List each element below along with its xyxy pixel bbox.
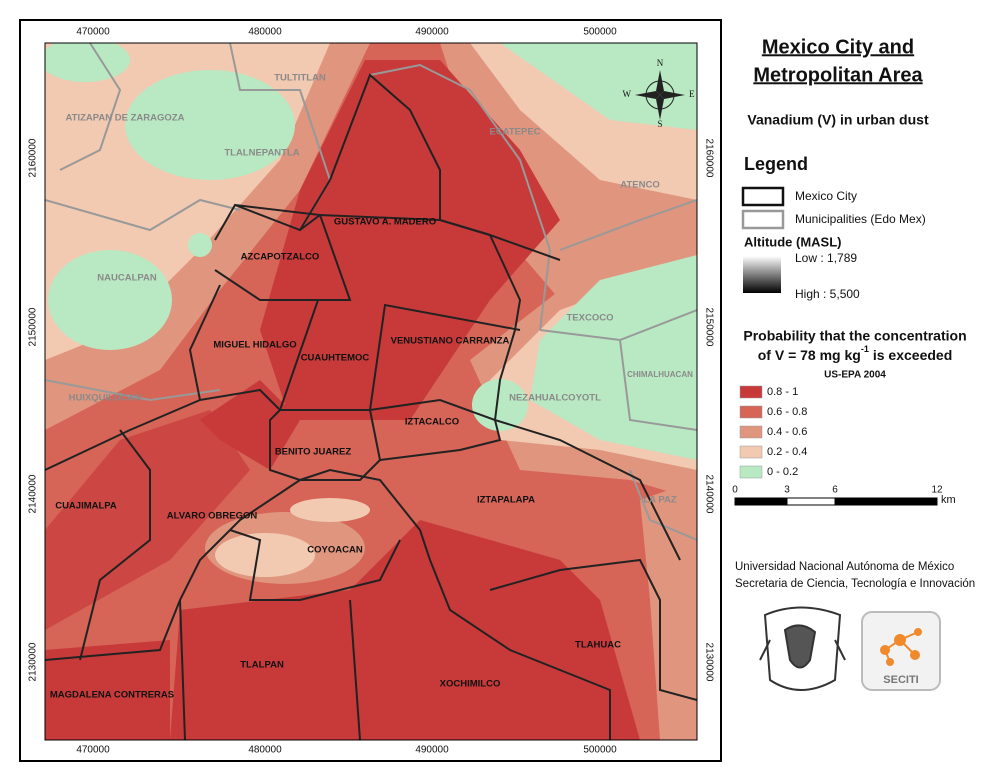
seciti-text: SECITI — [883, 674, 918, 686]
class-swatch — [739, 465, 763, 479]
class-swatch — [739, 405, 763, 419]
title-line: Metropolitan Area — [753, 64, 923, 86]
class-label: 0.8 - 1 — [767, 386, 798, 398]
class-label: 0.2 - 0.4 — [767, 446, 807, 458]
credit: Secretaria de Ciencia, Tecnología e Inno… — [735, 578, 975, 590]
compass-n: N — [657, 58, 664, 68]
place-label: AZCAPOTZALCO — [241, 252, 320, 263]
x-axis-labels: 470000 480000 490000 500000 470000 48000… — [76, 27, 617, 756]
x-tick-label: 480000 — [248, 27, 282, 38]
x-tick-label: 470000 — [76, 27, 110, 38]
scale-label: 0 — [732, 485, 738, 496]
altitude-low: Low : 1,789 — [795, 251, 857, 265]
y-tick-label: 2150000 — [703, 308, 714, 347]
place-label: MIGUEL HIDALGO — [213, 340, 296, 351]
probability-sup: -1 — [861, 344, 869, 354]
place-label: ECATEPEC — [489, 127, 540, 138]
place-label: TULTITLAN — [274, 73, 326, 84]
x-tick-label: 500000 — [583, 27, 617, 38]
place-label: IZTACALCO — [405, 417, 459, 428]
place-label: HUIXQUILUCAN — [69, 393, 142, 404]
y-tick-label: 2160000 — [28, 138, 39, 177]
y-tick-label: 2160000 — [703, 139, 714, 178]
class-legend: 0.8 - 1 0.6 - 0.8 0.4 - 0.6 0.2 - 0.4 0 - 0.… — [739, 385, 807, 479]
y-tick-label: 2130000 — [28, 642, 39, 681]
place-label: TLALPAN — [240, 660, 284, 671]
unam-logo — [759, 606, 846, 691]
place-label: IZTAPALAPA — [477, 495, 535, 506]
legend-swatch — [741, 209, 785, 230]
probability-text: is exceeded — [873, 347, 952, 363]
place-label: NEZAHUALCOYOTL — [509, 393, 601, 404]
place-label: GUSTAVO A. MADERO — [334, 217, 436, 228]
probability-title: Probability that the concentration — [743, 328, 966, 344]
class-swatch — [739, 425, 763, 439]
compass-w: W — [623, 89, 632, 99]
place-label: COYOACAN — [307, 545, 363, 556]
place-label: ATIZAPAN DE ZARAGOZA — [66, 113, 185, 124]
place-label: LA PAZ — [643, 495, 676, 506]
y-tick-label: 2140000 — [703, 475, 714, 514]
scale-label: 12 — [931, 485, 943, 496]
place-label: CUAUHTEMOC — [301, 353, 370, 364]
map-frame — [19, 19, 722, 762]
place-label: TLALNEPANTLA — [224, 148, 299, 159]
scale-label: 3 — [784, 485, 790, 496]
altitude-title: Altitude (MASL) — [744, 234, 841, 249]
place-label: TLAHUAC — [575, 640, 621, 651]
altitude-high: High : 5,500 — [795, 287, 860, 301]
scale-label: 6 — [832, 485, 838, 496]
place-label: CHIMALHUACAN — [627, 370, 693, 379]
place-label: TEXCOCO — [567, 313, 614, 324]
compass-s: S — [657, 119, 662, 129]
place-label: ATENCO — [620, 180, 659, 191]
subtitle: Vanadium (V) in urban dust — [747, 112, 929, 128]
x-tick-label: 490000 — [415, 745, 449, 756]
seciti-icon — [880, 628, 922, 666]
map-border — [44, 42, 698, 741]
scale-bar: 0 3 6 12 km — [732, 485, 955, 506]
place-label: VENUSTIANO CARRANZA — [391, 336, 510, 347]
y-tick-label: 2150000 — [28, 307, 39, 346]
place-label: XOCHIMILCO — [440, 679, 501, 690]
place-label: ALVARO OBREGON — [167, 511, 258, 522]
altitude-ramp — [743, 256, 781, 293]
probability-source: US-EPA 2004 — [824, 370, 886, 381]
class-swatch — [739, 445, 763, 459]
probability-title: of V = 78 mg kg-1 is exceeded — [758, 344, 953, 362]
title-line: Mexico City and — [762, 36, 914, 58]
place-labels: TULTITLAN ATIZAPAN DE ZARAGOZA ECATEPEC … — [50, 73, 693, 701]
place-label: NAUCALPAN — [97, 273, 157, 284]
place-label: MAGDALENA CONTRERAS — [50, 690, 174, 701]
scale-unit: km — [941, 494, 956, 506]
x-tick-label: 480000 — [248, 745, 282, 756]
y-axis-labels: 2160000 2150000 2140000 2130000 2160000 … — [28, 138, 715, 682]
x-tick-label: 470000 — [76, 745, 110, 756]
y-tick-label: 2130000 — [703, 643, 714, 682]
probability-text: of V = 78 mg kg — [758, 347, 861, 363]
compass: N E S W — [623, 58, 696, 129]
class-label: 0.6 - 0.8 — [767, 406, 807, 418]
compass-e: E — [689, 89, 695, 99]
class-label: 0 - 0.2 — [767, 466, 798, 478]
legend-title: Legend — [744, 154, 808, 174]
legend-item: Mexico City — [795, 189, 857, 203]
credit: Universidad Nacional Autónoma de México — [735, 561, 954, 573]
x-tick-label: 500000 — [583, 745, 617, 756]
side-panel: Mexico City and Metropolitan Area Vanadi… — [732, 36, 975, 691]
map-body — [45, 43, 697, 740]
x-tick-label: 490000 — [415, 27, 449, 38]
place-label: CUAJIMALPA — [55, 501, 117, 512]
y-tick-label: 2140000 — [28, 474, 39, 513]
legend-swatch — [741, 186, 785, 207]
class-label: 0.4 - 0.6 — [767, 426, 807, 438]
legend-item: Municipalities (Edo Mex) — [795, 212, 926, 226]
class-swatch — [739, 385, 763, 399]
place-label: BENITO JUAREZ — [275, 447, 352, 458]
